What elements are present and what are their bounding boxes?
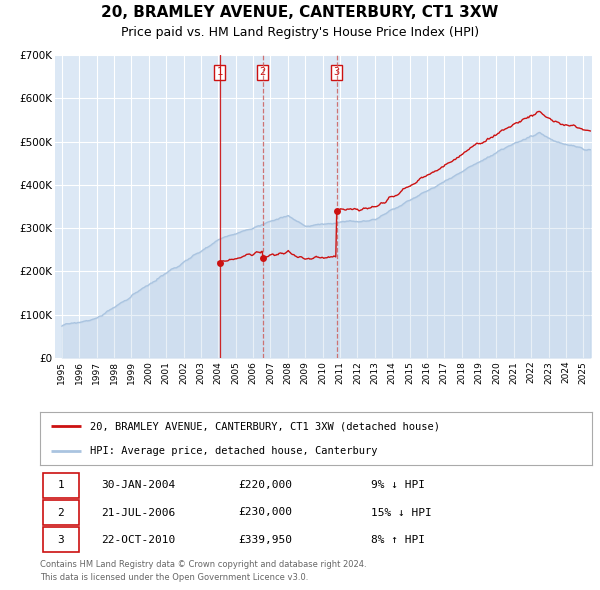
- Text: £339,950: £339,950: [239, 535, 293, 545]
- Text: £220,000: £220,000: [239, 480, 293, 490]
- Text: 15% ↓ HPI: 15% ↓ HPI: [371, 507, 432, 517]
- Text: £230,000: £230,000: [239, 507, 293, 517]
- Text: 20, BRAMLEY AVENUE, CANTERBURY, CT1 3XW: 20, BRAMLEY AVENUE, CANTERBURY, CT1 3XW: [101, 5, 499, 20]
- Text: 20, BRAMLEY AVENUE, CANTERBURY, CT1 3XW (detached house): 20, BRAMLEY AVENUE, CANTERBURY, CT1 3XW …: [89, 421, 440, 431]
- Text: 8% ↑ HPI: 8% ↑ HPI: [371, 535, 425, 545]
- Text: 2: 2: [58, 507, 64, 517]
- Text: Price paid vs. HM Land Registry's House Price Index (HPI): Price paid vs. HM Land Registry's House …: [121, 26, 479, 39]
- FancyBboxPatch shape: [43, 473, 79, 498]
- Text: 1: 1: [217, 67, 223, 77]
- Text: 9% ↓ HPI: 9% ↓ HPI: [371, 480, 425, 490]
- FancyBboxPatch shape: [43, 500, 79, 525]
- Text: 2: 2: [260, 67, 266, 77]
- Text: HPI: Average price, detached house, Canterbury: HPI: Average price, detached house, Cant…: [89, 445, 377, 455]
- Text: Contains HM Land Registry data © Crown copyright and database right 2024.: Contains HM Land Registry data © Crown c…: [40, 560, 367, 569]
- Text: 30-JAN-2004: 30-JAN-2004: [101, 480, 175, 490]
- Text: 3: 3: [58, 535, 64, 545]
- Text: This data is licensed under the Open Government Licence v3.0.: This data is licensed under the Open Gov…: [40, 573, 308, 582]
- Text: 1: 1: [58, 480, 64, 490]
- Text: 21-JUL-2006: 21-JUL-2006: [101, 507, 175, 517]
- Text: 3: 3: [334, 67, 340, 77]
- FancyBboxPatch shape: [43, 527, 79, 552]
- Text: 22-OCT-2010: 22-OCT-2010: [101, 535, 175, 545]
